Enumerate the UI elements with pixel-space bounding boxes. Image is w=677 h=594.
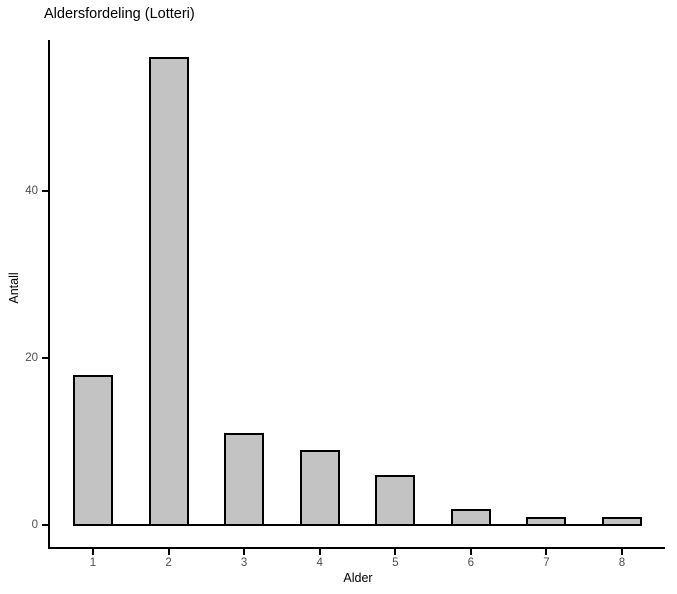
x-axis-title: Alder — [343, 571, 373, 585]
x-tick-mark — [469, 549, 472, 555]
x-tick-label: 4 — [316, 557, 323, 569]
x-tick-label: 7 — [543, 557, 550, 569]
y-axis-title: Antall — [7, 272, 21, 304]
y-axis-line — [48, 40, 50, 549]
x-tick-label: 5 — [392, 557, 399, 569]
x-tick-label: 6 — [467, 557, 475, 569]
x-tick-label: 8 — [618, 557, 626, 569]
x-axis-line — [48, 547, 665, 549]
y-tick-label: 0 — [31, 519, 38, 532]
bar — [450, 508, 491, 527]
zero-line — [73, 524, 642, 527]
bar — [601, 517, 642, 527]
y-tick-mark — [42, 189, 49, 192]
x-tick-label: 1 — [89, 557, 97, 569]
x-tick-mark — [243, 549, 246, 555]
y-tick-label: 20 — [25, 352, 38, 364]
y-tick-mark — [42, 357, 49, 359]
chart-title: Aldersfordeling (Lotteri) — [44, 6, 195, 22]
x-tick-label: 2 — [165, 557, 172, 569]
bar — [73, 374, 113, 527]
bar — [224, 433, 265, 527]
x-tick-mark — [545, 549, 548, 555]
x-tick-mark — [394, 549, 397, 555]
y-tick-mark — [42, 524, 49, 527]
bar — [526, 517, 567, 527]
x-tick-mark — [318, 549, 321, 555]
x-tick-mark — [167, 549, 170, 555]
x-tick-mark — [92, 549, 94, 555]
x-tick-mark — [620, 549, 623, 555]
bar — [148, 56, 189, 527]
x-tick-label: 3 — [240, 557, 248, 569]
bar — [299, 450, 340, 527]
y-tick-label: 40 — [25, 184, 38, 197]
bar — [375, 475, 416, 527]
